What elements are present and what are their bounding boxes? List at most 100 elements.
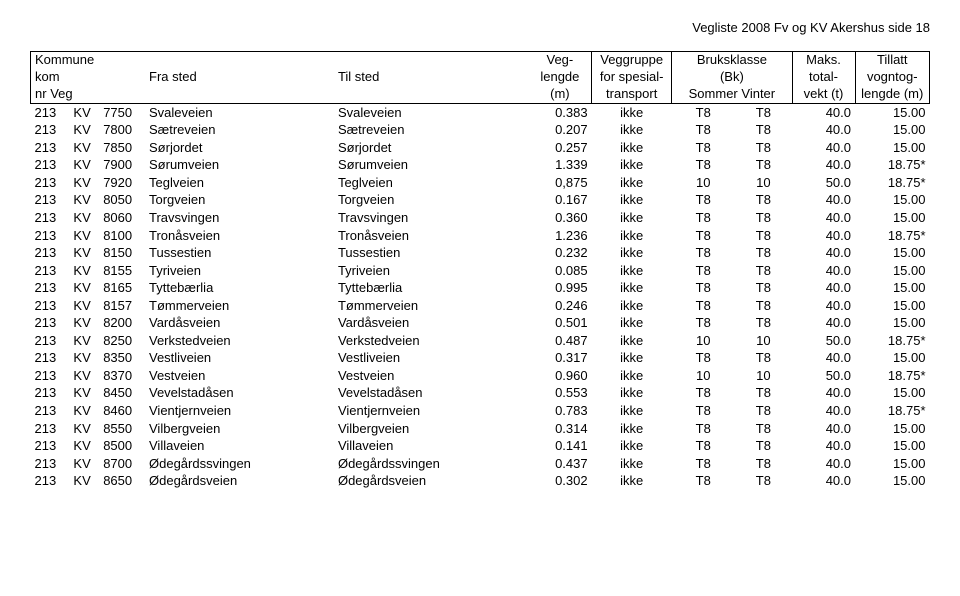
cell-grp: ikke [592,262,672,280]
cell-bk-vinter: T8 [735,349,792,367]
cell-fra: Tussestien [145,244,334,262]
cell-len: 0.995 [529,279,592,297]
cell-fra: Vientjernveien [145,402,334,420]
cell-vekt: 40.0 [792,314,855,332]
cell-bk-sommer: 10 [672,174,735,192]
cell-veg: 8250 [99,332,145,350]
table-header: Kommune kom nr Veg Fra sted Til sted Veg… [31,52,930,104]
cell-grp: ikke [592,139,672,157]
cell-kom: 213 [31,455,70,473]
cell-len: 0.167 [529,191,592,209]
cell-kom: 213 [31,121,70,139]
cell-veg: 8150 [99,244,145,262]
cell-veg: 8650 [99,472,145,490]
cell-bk-sommer: T8 [672,121,735,139]
cell-grp: ikke [592,437,672,455]
cell-nr: KV [69,262,99,280]
cell-til: Svaleveien [334,103,529,121]
cell-vekt: 40.0 [792,191,855,209]
cell-bk-vinter: 10 [735,332,792,350]
cell-bk-vinter: T8 [735,297,792,315]
cell-nr: KV [69,402,99,420]
cell-fra: Verkstedveien [145,332,334,350]
cell-bk-vinter: 10 [735,367,792,385]
cell-veg: 8460 [99,402,145,420]
cell-til: Torgveien [334,191,529,209]
table-row: 213KV8150TussestienTussestien0.232ikkeT8… [31,244,930,262]
cell-bk-sommer: T8 [672,314,735,332]
cell-til: Tyttebærlia [334,279,529,297]
cell-grp: ikke [592,191,672,209]
cell-kom: 213 [31,472,70,490]
cell-til: Villaveien [334,437,529,455]
table-row: 213KV8157TømmerveienTømmerveien0.246ikke… [31,297,930,315]
cell-tillatt: 15.00 [855,455,930,473]
cell-tillatt: 18.75* [855,227,930,245]
cell-bk-sommer: 10 [672,332,735,350]
cell-fra: Torgveien [145,191,334,209]
cell-fra: Tyriveien [145,262,334,280]
cell-kom: 213 [31,139,70,157]
cell-fra: Vevelstadåsen [145,384,334,402]
cell-tillatt: 15.00 [855,262,930,280]
cell-tillatt: 15.00 [855,191,930,209]
cell-fra: Vilbergveien [145,420,334,438]
cell-bk-sommer: T8 [672,103,735,121]
cell-grp: ikke [592,103,672,121]
cell-fra: Svaleveien [145,103,334,121]
cell-nr: KV [69,349,99,367]
cell-vekt: 40.0 [792,420,855,438]
cell-grp: ikke [592,384,672,402]
cell-vekt: 50.0 [792,174,855,192]
cell-kom: 213 [31,314,70,332]
table-row: 213KV7750SvaleveienSvaleveien0.383ikkeT8… [31,103,930,121]
cell-len: 0.257 [529,139,592,157]
table-row: 213KV8050TorgveienTorgveien0.167ikkeT8T8… [31,191,930,209]
hdr-lengde: Veg- lengde (m) [529,52,592,104]
cell-len: 0.360 [529,209,592,227]
cell-til: Tyriveien [334,262,529,280]
cell-vekt: 40.0 [792,244,855,262]
table-row: 213KV8100TronåsveienTronåsveien1.236ikke… [31,227,930,245]
cell-nr: KV [69,279,99,297]
cell-grp: ikke [592,279,672,297]
cell-vekt: 50.0 [792,332,855,350]
table-row: 213KV8350VestliveienVestliveien0.317ikke… [31,349,930,367]
table-row: 213KV7800SætreveienSætreveien0.207ikkeT8… [31,121,930,139]
cell-len: 0.314 [529,420,592,438]
cell-nr: KV [69,332,99,350]
cell-til: Vilbergveien [334,420,529,438]
cell-tillatt: 15.00 [855,121,930,139]
cell-fra: Sætreveien [145,121,334,139]
cell-vekt: 40.0 [792,227,855,245]
cell-len: 0.437 [529,455,592,473]
cell-len: 0,875 [529,174,592,192]
cell-fra: Tronåsveien [145,227,334,245]
cell-fra: Vestveien [145,367,334,385]
cell-len: 0.383 [529,103,592,121]
cell-kom: 213 [31,156,70,174]
cell-len: 1.339 [529,156,592,174]
cell-fra: Sørumveien [145,156,334,174]
cell-nr: KV [69,367,99,385]
cell-nr: KV [69,314,99,332]
cell-fra: Tyttebærlia [145,279,334,297]
cell-len: 0.501 [529,314,592,332]
cell-vekt: 40.0 [792,472,855,490]
cell-len: 0.246 [529,297,592,315]
cell-len: 0.232 [529,244,592,262]
cell-bk-vinter: T8 [735,121,792,139]
cell-grp: ikke [592,156,672,174]
cell-til: Vestveien [334,367,529,385]
cell-len: 0.783 [529,402,592,420]
cell-len: 0.553 [529,384,592,402]
table-row: 213KV8500VillaveienVillaveien0.141ikkeT8… [31,437,930,455]
cell-til: Teglveien [334,174,529,192]
cell-tillatt: 15.00 [855,384,930,402]
cell-kom: 213 [31,279,70,297]
cell-grp: ikke [592,420,672,438]
cell-bk-vinter: T8 [735,437,792,455]
cell-grp: ikke [592,402,672,420]
cell-veg: 8155 [99,262,145,280]
table-row: 213KV8250VerkstedveienVerkstedveien0.487… [31,332,930,350]
